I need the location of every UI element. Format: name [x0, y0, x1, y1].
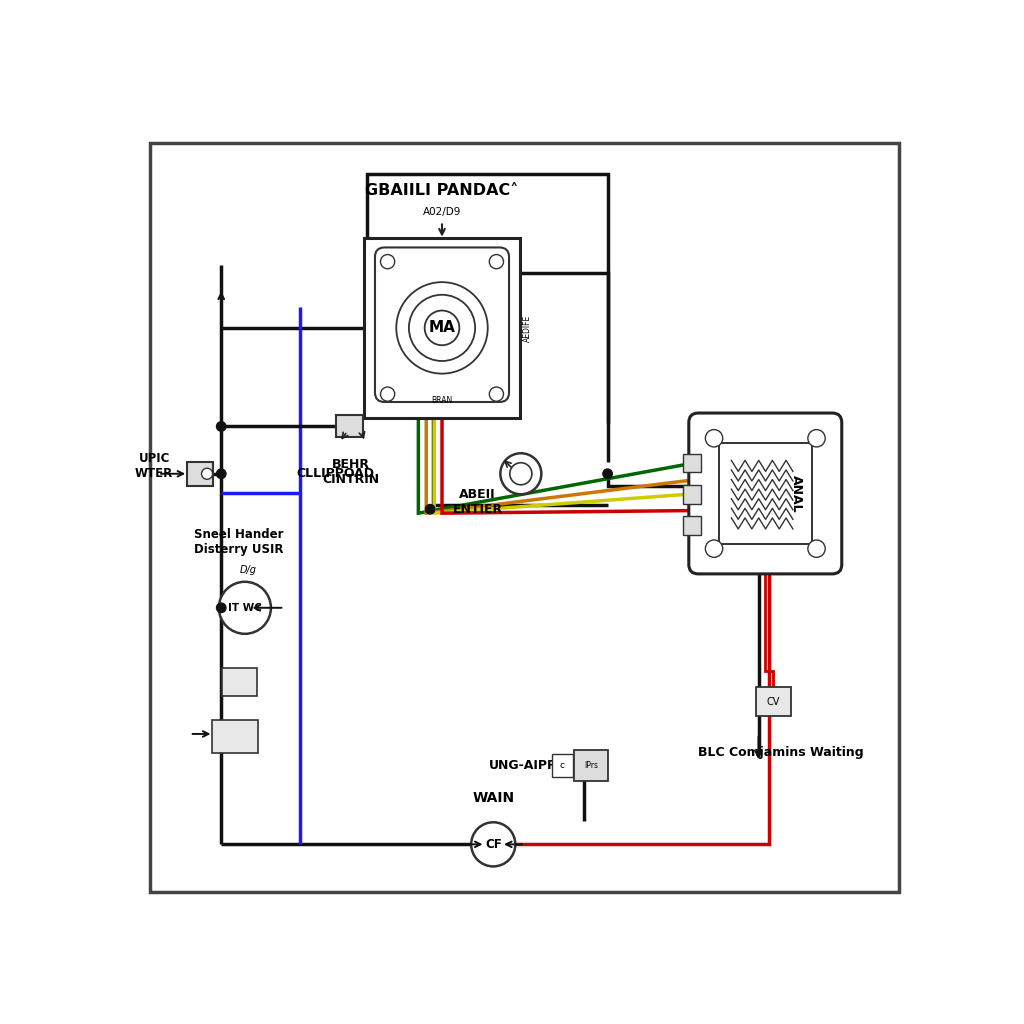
Circle shape	[216, 469, 226, 478]
Circle shape	[808, 540, 825, 557]
FancyBboxPatch shape	[756, 687, 791, 716]
Circle shape	[706, 540, 723, 557]
Circle shape	[216, 603, 226, 612]
Circle shape	[603, 469, 612, 478]
Circle shape	[396, 283, 487, 374]
Text: BLC Comjamins Waiting: BLC Comjamins Waiting	[698, 745, 864, 759]
FancyBboxPatch shape	[683, 484, 700, 504]
FancyBboxPatch shape	[364, 238, 520, 418]
Text: CF: CF	[485, 838, 502, 851]
Circle shape	[202, 468, 213, 479]
FancyBboxPatch shape	[336, 415, 364, 437]
Text: IT WC: IT WC	[228, 603, 262, 612]
Circle shape	[409, 295, 475, 361]
Circle shape	[706, 430, 723, 446]
Circle shape	[425, 505, 435, 514]
Text: D/g: D/g	[240, 564, 257, 574]
Circle shape	[489, 255, 504, 268]
Circle shape	[216, 422, 226, 431]
Circle shape	[489, 387, 504, 401]
FancyBboxPatch shape	[574, 750, 607, 781]
Text: CLLIPPOAD: CLLIPPOAD	[296, 467, 374, 480]
Text: ANAL: ANAL	[790, 475, 803, 512]
Circle shape	[219, 582, 271, 634]
Circle shape	[425, 310, 460, 345]
Circle shape	[510, 463, 531, 484]
FancyBboxPatch shape	[212, 720, 258, 753]
Text: A02/D9: A02/D9	[423, 208, 461, 217]
Text: MA: MA	[429, 321, 456, 336]
Text: AEDIFE: AEDIFE	[523, 314, 532, 342]
FancyBboxPatch shape	[683, 454, 700, 472]
Circle shape	[471, 822, 515, 866]
FancyBboxPatch shape	[552, 755, 572, 776]
Text: Sneel Hander
Disterry USIR: Sneel Hander Disterry USIR	[194, 528, 284, 556]
FancyBboxPatch shape	[683, 516, 700, 535]
FancyBboxPatch shape	[689, 413, 842, 573]
Circle shape	[501, 454, 542, 495]
Text: CV: CV	[767, 697, 780, 708]
Text: GBAIILI PANDAC˄: GBAIILI PANDAC˄	[366, 183, 518, 198]
Circle shape	[381, 255, 394, 268]
Text: UPIC
WTER: UPIC WTER	[135, 452, 173, 480]
Text: BRAN: BRAN	[431, 396, 453, 406]
Text: c: c	[559, 761, 564, 770]
FancyBboxPatch shape	[719, 443, 812, 544]
FancyBboxPatch shape	[186, 462, 213, 485]
Text: IPrs: IPrs	[584, 761, 598, 770]
Text: UNG-AIPR: UNG-AIPR	[489, 759, 558, 772]
FancyBboxPatch shape	[375, 248, 509, 402]
Text: ABEII
ENTIER: ABEII ENTIER	[453, 488, 503, 516]
Text: WAIN: WAIN	[472, 791, 514, 805]
FancyBboxPatch shape	[222, 668, 257, 696]
Circle shape	[381, 387, 394, 401]
Text: BEHR
CINTRIN: BEHR CINTRIN	[323, 458, 380, 486]
Circle shape	[808, 430, 825, 446]
FancyBboxPatch shape	[151, 142, 899, 892]
